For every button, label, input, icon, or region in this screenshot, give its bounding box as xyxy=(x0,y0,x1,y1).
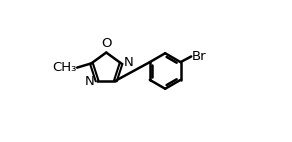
Text: O: O xyxy=(101,37,112,50)
Text: N: N xyxy=(124,56,134,69)
Text: Br: Br xyxy=(192,50,206,63)
Text: CH₃: CH₃ xyxy=(52,61,77,74)
Text: N: N xyxy=(84,75,94,88)
